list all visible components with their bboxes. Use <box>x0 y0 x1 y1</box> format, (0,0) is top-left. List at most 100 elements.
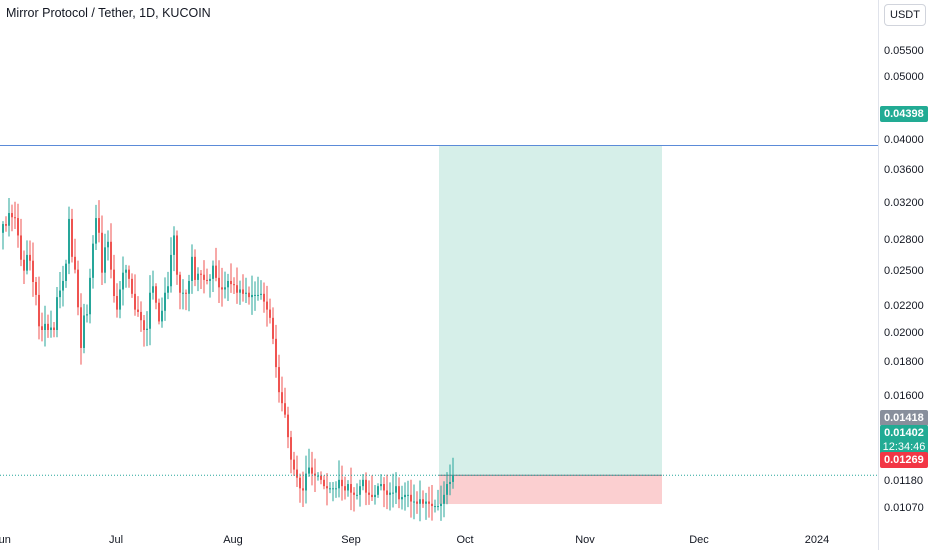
candle-body <box>368 492 370 495</box>
stop-zone <box>439 475 662 505</box>
candle-body <box>428 501 430 504</box>
candle-body <box>17 218 19 236</box>
candle-body <box>338 479 340 489</box>
candle-body <box>356 494 358 496</box>
candle-body <box>284 403 286 415</box>
time-tick: 2024 <box>804 534 830 546</box>
candle-body <box>290 437 292 460</box>
candle-body <box>293 459 295 470</box>
candle-body <box>305 473 307 491</box>
candle-body <box>128 269 130 279</box>
candle-body <box>323 479 325 487</box>
candle-body <box>401 497 403 500</box>
candle-body <box>398 486 400 500</box>
candle-body <box>47 323 49 330</box>
candle-body <box>197 273 199 280</box>
candle-body <box>317 475 319 477</box>
candle-body <box>218 277 220 288</box>
candle-body <box>365 479 367 493</box>
price-tick: 0.02800 <box>884 234 924 246</box>
candle-body <box>449 481 451 485</box>
candle-body <box>104 247 106 273</box>
candle-body <box>83 315 85 348</box>
candle-body <box>59 290 61 298</box>
candle-body <box>326 486 328 489</box>
price-tick: 0.03600 <box>884 164 924 176</box>
price-tick: 0.05000 <box>884 71 924 83</box>
candle-body <box>287 414 289 438</box>
time-tick: Jun <box>0 534 11 546</box>
candle-body <box>158 302 160 322</box>
candle-body <box>161 310 163 322</box>
candle-body <box>203 274 205 280</box>
candle-body <box>182 292 184 294</box>
time-tick: Aug <box>223 534 243 546</box>
candle-body <box>332 488 334 490</box>
candle-body <box>260 293 262 295</box>
chart-area[interactable]: Mirror Protocol / Tether, 1D, KUCOIN <box>0 0 878 550</box>
candle-body <box>302 488 304 491</box>
candle-body <box>257 294 259 296</box>
candle-body <box>239 289 241 293</box>
last-price-label: 0.01402 12:34:46 <box>880 425 928 455</box>
candle-body <box>119 289 121 310</box>
candle-body <box>386 490 388 495</box>
candle-body <box>416 501 418 504</box>
candle-body <box>80 307 82 348</box>
candle-body <box>410 494 412 502</box>
candle-body <box>62 280 64 291</box>
candle-body <box>431 503 433 507</box>
candle-body <box>308 467 310 474</box>
candle-body <box>215 265 217 278</box>
candle-body <box>110 241 112 270</box>
candle-body <box>383 484 385 491</box>
candle-body <box>311 467 313 474</box>
candle-body <box>425 501 427 504</box>
candle-body <box>20 235 22 260</box>
candle-body <box>248 292 250 298</box>
candle-body <box>125 269 127 273</box>
price-tick: 0.03200 <box>884 197 924 209</box>
candle-body <box>173 235 175 255</box>
time-tick: Jul <box>108 534 124 546</box>
candle-body <box>209 278 211 281</box>
candle-body <box>251 294 253 298</box>
candle-body <box>155 286 157 303</box>
candle-body <box>422 499 424 504</box>
candle-body <box>86 314 88 316</box>
candle-body <box>65 263 67 281</box>
currency-button[interactable]: USDT <box>884 4 926 26</box>
candle-body <box>188 280 190 294</box>
candle-body <box>122 272 124 290</box>
candle-body <box>41 326 43 330</box>
chart-title: Mirror Protocol / Tether, 1D, KUCOIN <box>6 6 211 20</box>
candle-body <box>443 494 445 504</box>
candle-body <box>200 273 202 275</box>
candle-body <box>14 217 16 219</box>
candle-body <box>389 492 391 495</box>
candle-body <box>32 260 34 283</box>
candle-body <box>419 499 421 504</box>
candle-body <box>275 338 277 368</box>
candle-body <box>272 317 274 339</box>
price-tick: 0.01600 <box>884 390 924 402</box>
candle-body <box>269 309 271 318</box>
candle-body <box>377 486 379 495</box>
candle-body <box>221 287 223 290</box>
candle-body <box>329 488 331 490</box>
price-chart[interactable] <box>0 0 878 550</box>
candle-body <box>170 254 172 287</box>
candle-body <box>26 254 28 271</box>
candle-body <box>149 292 151 329</box>
price-axis[interactable] <box>878 0 932 550</box>
candle-body <box>179 274 181 293</box>
candle-body <box>392 492 394 494</box>
candle-body <box>68 218 70 264</box>
candle-body <box>89 277 91 315</box>
candle-body <box>164 292 166 311</box>
candle-body <box>320 475 322 480</box>
candle-body <box>185 292 187 294</box>
candle-body <box>167 286 169 293</box>
candle-body <box>38 294 40 327</box>
candle-body <box>152 286 154 293</box>
